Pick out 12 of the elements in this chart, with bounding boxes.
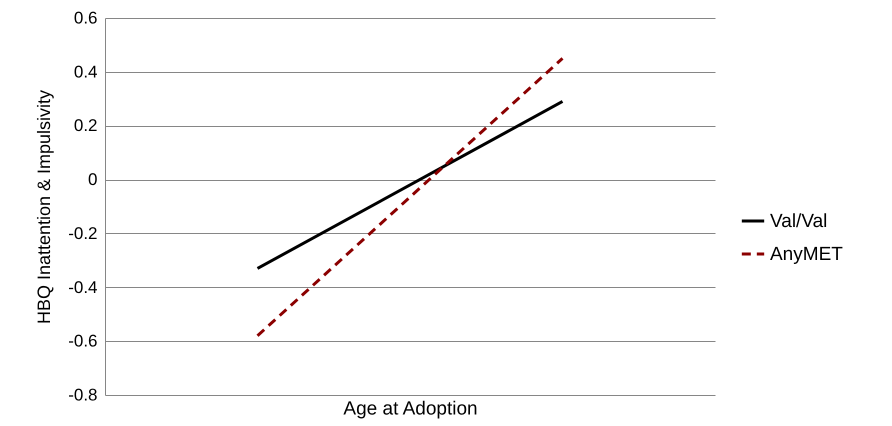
legend-label: Val/Val: [770, 211, 828, 232]
y-tick-label: -0.6: [68, 332, 98, 351]
x-axis-title: Age at Adoption: [343, 398, 478, 420]
y-tick-label: -0.4: [68, 278, 98, 297]
legend-label: AnyMET: [770, 244, 844, 265]
y-tick-label: -0.2: [68, 224, 98, 243]
y-tick-label: 0.2: [74, 116, 98, 136]
y-tick-label: 0.4: [74, 62, 98, 82]
y-tick-label: 0: [88, 170, 98, 190]
y-axis-title: HBQ Inattention & Impulsivity: [34, 90, 54, 324]
y-tick-label: -0.8: [68, 386, 98, 404]
y-tick-label: 0.6: [74, 8, 98, 28]
